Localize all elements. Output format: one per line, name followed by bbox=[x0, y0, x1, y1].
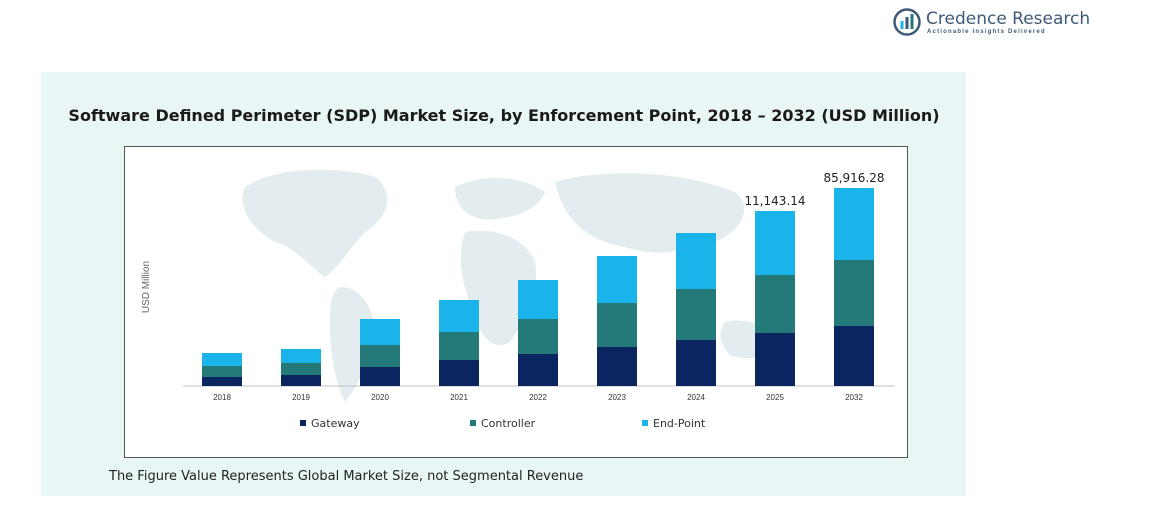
chart-frame: 2018 2019 2020 2021 2022 2023 2024 2025 11,143.1… bbox=[124, 146, 908, 458]
bar-gateway-2021 bbox=[439, 360, 479, 386]
legend-swatch-end-point bbox=[642, 420, 648, 426]
bar-controller-2018 bbox=[202, 366, 242, 377]
x-tick-label: 2025 bbox=[766, 393, 784, 402]
y-axis-label: USD Million bbox=[141, 261, 152, 313]
bar-controller-2025 bbox=[755, 275, 795, 333]
bar-gateway-2018 bbox=[202, 377, 242, 386]
bar-gateway-2032 bbox=[834, 326, 874, 386]
bar-end-point-2024 bbox=[676, 233, 716, 289]
bar-end-point-2018 bbox=[202, 353, 242, 366]
legend-label-end-point: End-Point bbox=[653, 417, 706, 430]
brand-name: Credence Research bbox=[926, 9, 1091, 29]
bar-gateway-2024 bbox=[676, 340, 716, 386]
x-tick-label: 2020 bbox=[371, 393, 389, 402]
legend-swatch-gateway bbox=[300, 420, 306, 426]
bar-gateway-2022 bbox=[518, 354, 558, 386]
data-label-2025: 11,143.14 bbox=[744, 194, 805, 208]
x-tick-label: 2032 bbox=[845, 393, 863, 402]
legend-label-gateway: Gateway bbox=[311, 417, 360, 430]
bar-gateway-2020 bbox=[360, 367, 400, 386]
bar-controller-2023 bbox=[597, 303, 637, 347]
bar-end-point-2019 bbox=[281, 349, 321, 363]
bar-controller-2019 bbox=[281, 363, 321, 375]
brand-tagline: Actionable Insights Delivered bbox=[927, 29, 1046, 35]
x-tick-label: 2023 bbox=[608, 393, 626, 402]
stacked-bar-chart: 2018 2019 2020 2021 2022 2023 2024 2025 11,143.1… bbox=[141, 169, 895, 430]
x-tick-label: 2024 bbox=[687, 393, 705, 402]
x-tick-label: 2018 bbox=[213, 393, 231, 402]
bar-gateway-2019 bbox=[281, 375, 321, 386]
bar-gateway-2025 bbox=[755, 333, 795, 386]
bar-chart-logo-icon bbox=[893, 8, 921, 36]
footnote: The Figure Value Represents Global Marke… bbox=[109, 469, 584, 484]
legend-swatch-controller bbox=[470, 420, 476, 426]
brand-logo: Credence Research Actionable Insights De… bbox=[893, 8, 1093, 38]
bar-gateway-2023 bbox=[597, 347, 637, 386]
bar-end-point-2022 bbox=[518, 280, 558, 319]
bar-controller-2024 bbox=[676, 289, 716, 340]
chart-title: Software Defined Perimeter (SDP) Market … bbox=[68, 106, 940, 125]
bar-controller-2020 bbox=[360, 345, 400, 367]
bar-controller-2021 bbox=[439, 332, 479, 360]
bar-end-point-2023 bbox=[597, 256, 637, 303]
legend-label-controller: Controller bbox=[481, 417, 536, 430]
bar-end-point-2025 bbox=[755, 211, 795, 275]
bar-controller-2032 bbox=[834, 260, 874, 326]
bar-end-point-2021 bbox=[439, 300, 479, 332]
x-tick-label: 2019 bbox=[292, 393, 310, 402]
bar-controller-2022 bbox=[518, 319, 558, 354]
bar-end-point-2032 bbox=[834, 188, 874, 260]
bar-end-point-2020 bbox=[360, 319, 400, 345]
x-tick-label: 2022 bbox=[529, 393, 547, 402]
x-tick-label: 2021 bbox=[450, 393, 468, 402]
data-label-2032: 85,916.28 bbox=[823, 171, 884, 185]
